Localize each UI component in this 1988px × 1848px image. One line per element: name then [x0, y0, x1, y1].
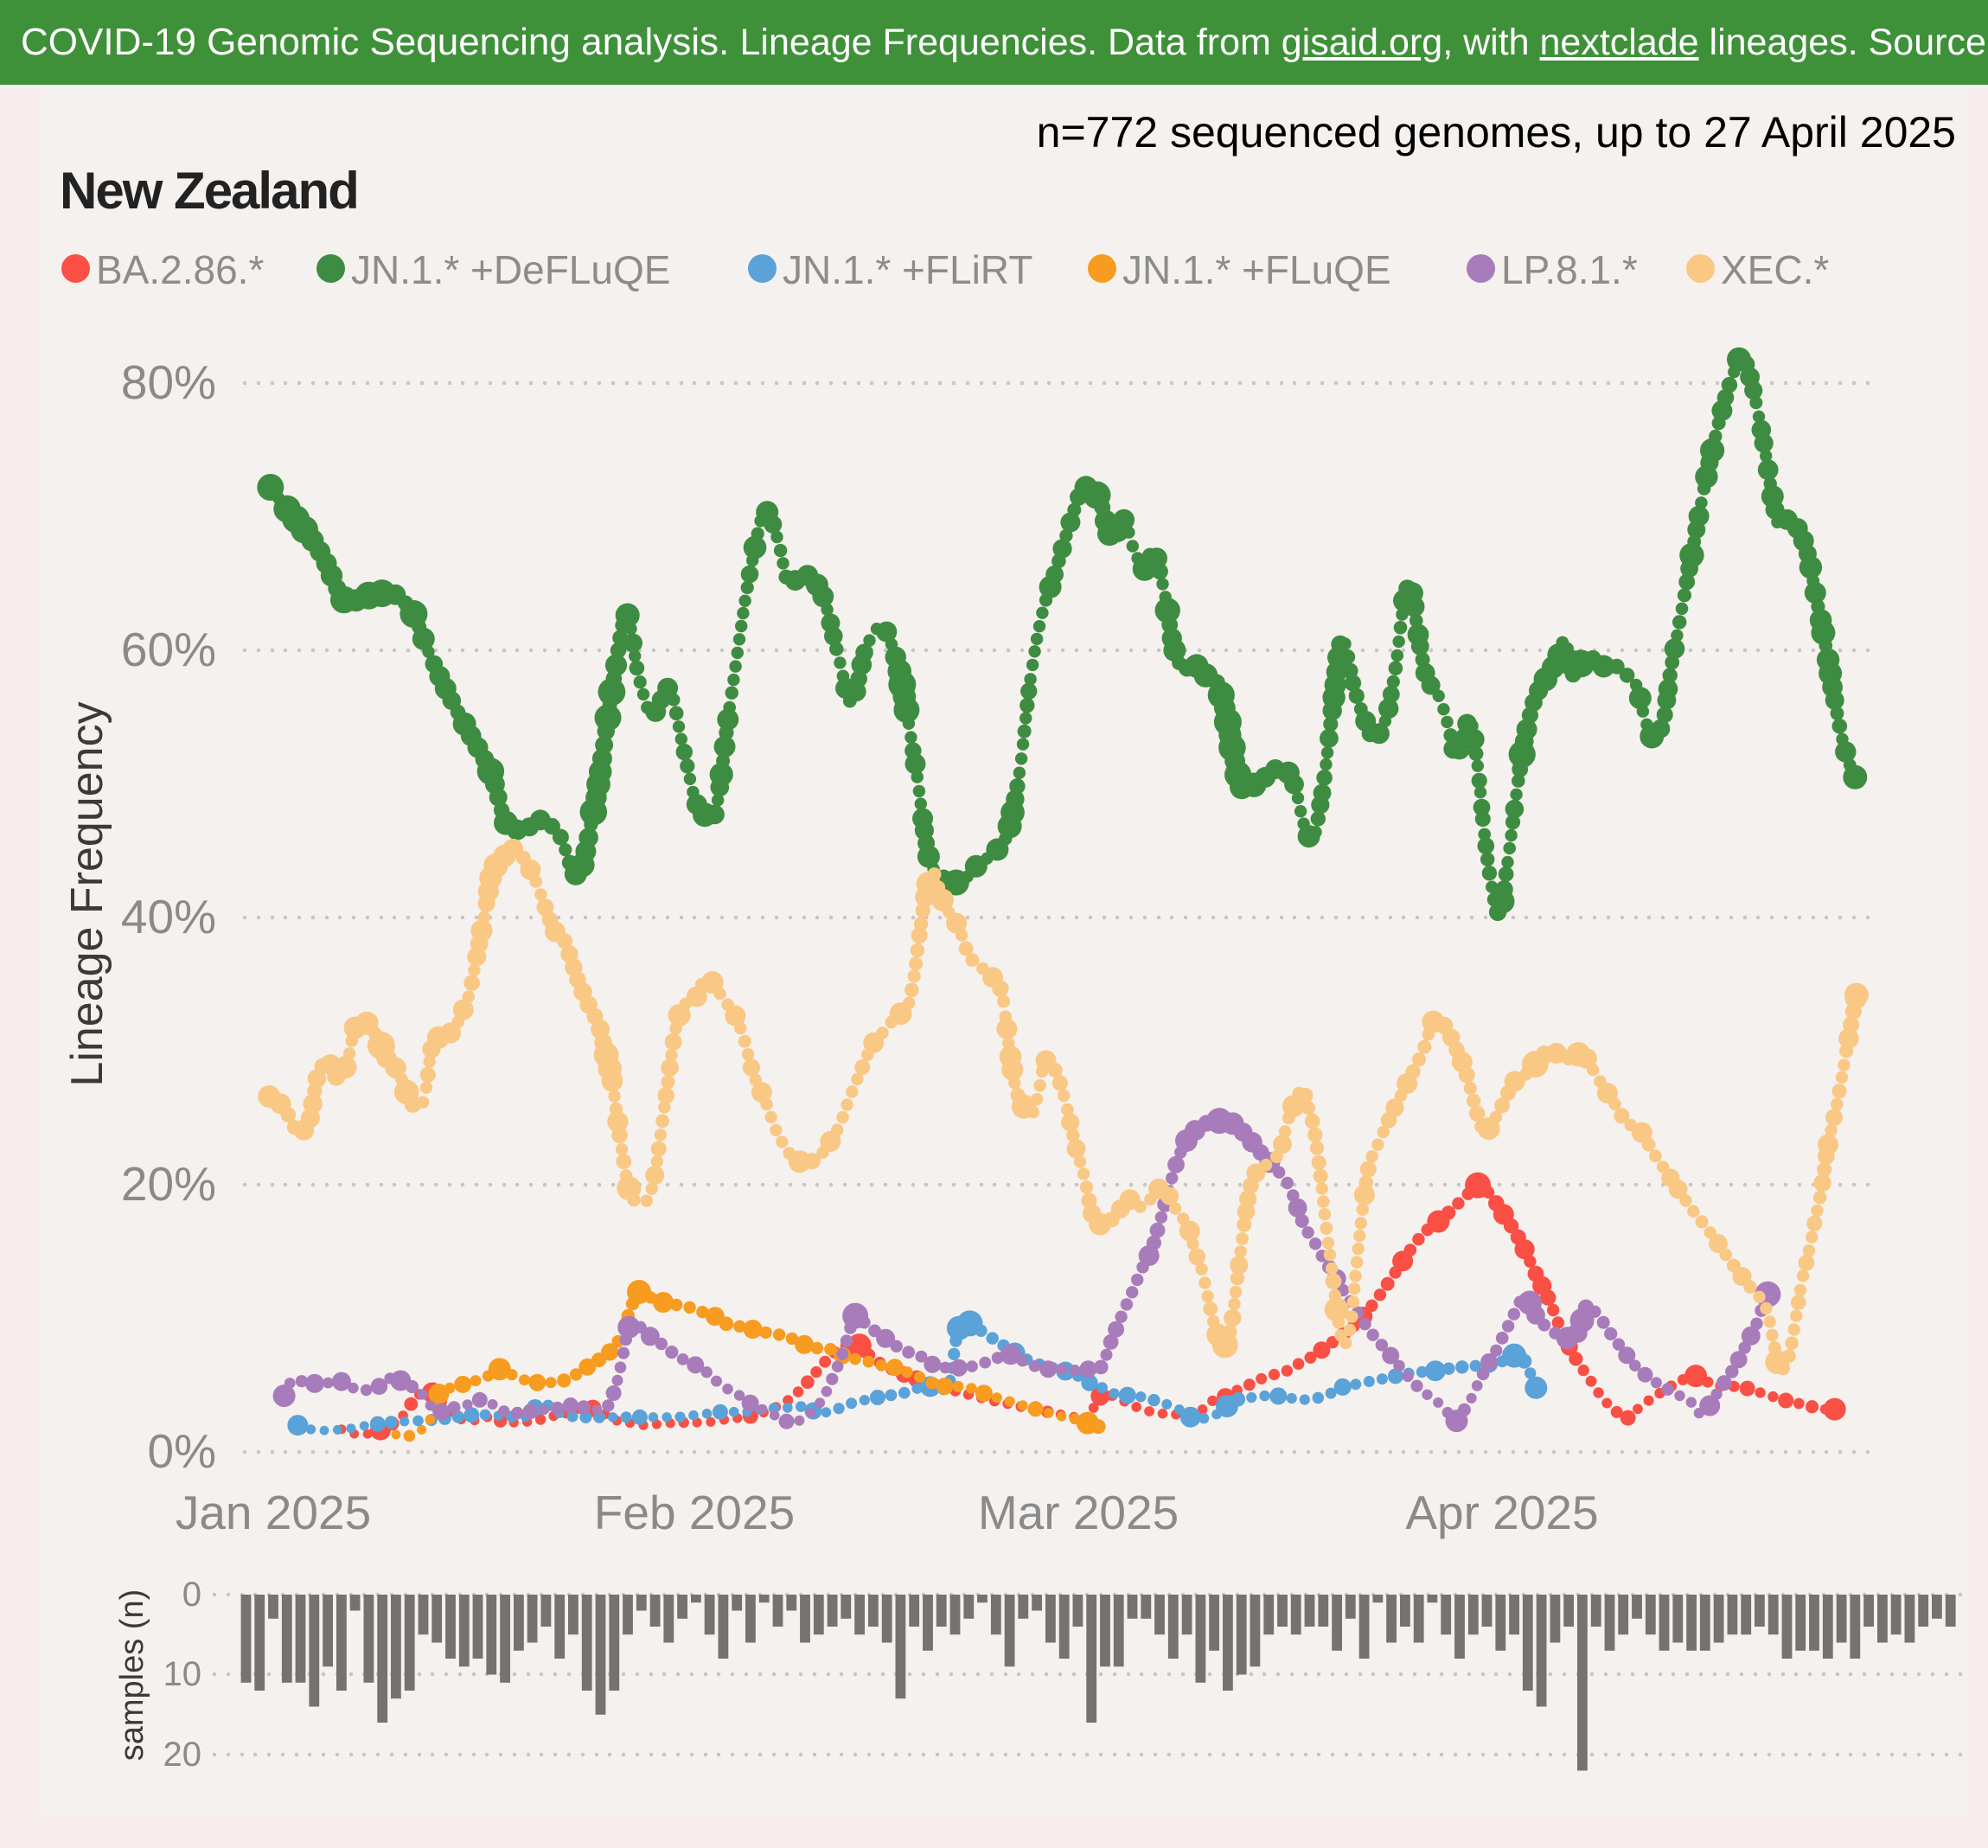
svg-text:Lineage Frequency: Lineage Frequency	[62, 701, 112, 1086]
svg-text:Apr 2025: Apr 2025	[1405, 1486, 1598, 1539]
svg-text:Mar 2025: Mar 2025	[978, 1486, 1179, 1539]
svg-text:20%: 20%	[121, 1157, 216, 1211]
svg-text:20: 20	[163, 1736, 202, 1774]
svg-text:0%: 0%	[148, 1424, 217, 1478]
svg-text:40%: 40%	[121, 890, 216, 943]
svg-text:0: 0	[182, 1576, 201, 1614]
svg-text:60%: 60%	[121, 623, 216, 676]
svg-text:samples (n): samples (n)	[114, 1589, 150, 1762]
svg-text:10: 10	[163, 1655, 202, 1693]
svg-text:Feb 2025: Feb 2025	[594, 1486, 795, 1539]
svg-text:Jan 2025: Jan 2025	[176, 1486, 371, 1539]
svg-text:80%: 80%	[121, 355, 216, 409]
